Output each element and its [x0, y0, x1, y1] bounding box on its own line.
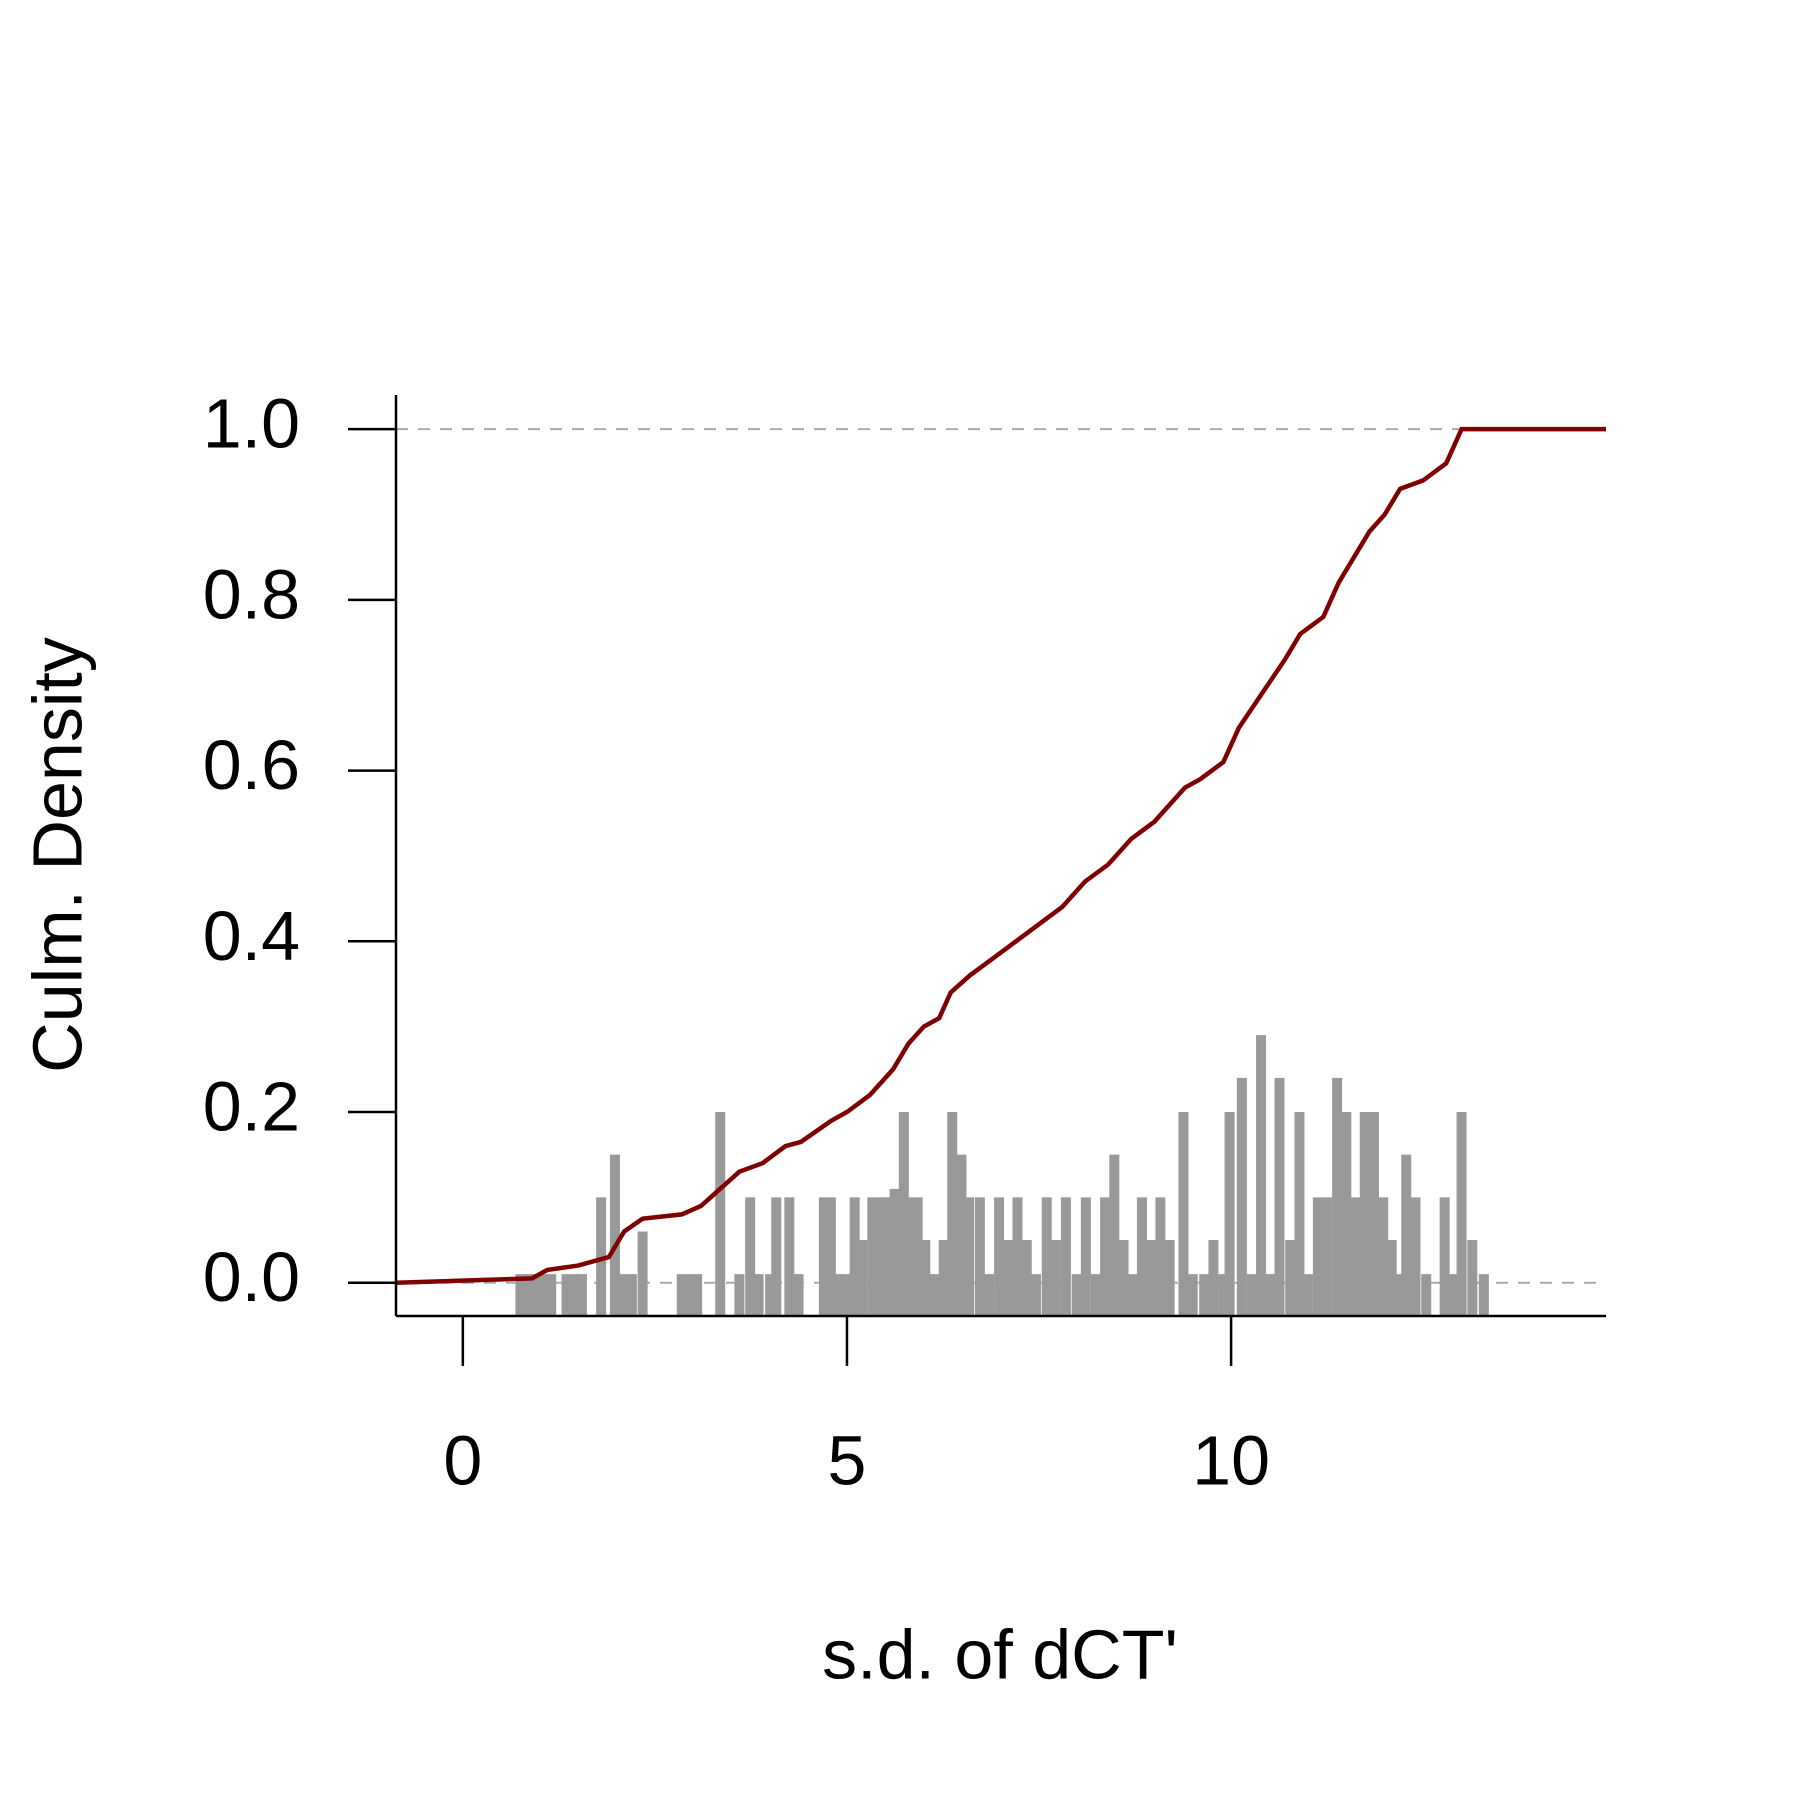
- y-axis-label: Culm. Density: [18, 637, 96, 1073]
- y-tick-label: 0.0: [203, 1238, 300, 1316]
- x-tick-label: 0: [443, 1421, 482, 1499]
- y-tick-label: 0.6: [203, 726, 300, 804]
- y-tick-label: 0.2: [203, 1067, 300, 1145]
- x-axis-label: s.d. of dCT': [822, 1615, 1178, 1693]
- y-tick-label: 1.0: [203, 385, 300, 463]
- x-tick-label: 10: [1192, 1421, 1270, 1499]
- y-tick-label: 0.4: [203, 897, 300, 975]
- ecdf-line: [395, 426, 1606, 1285]
- y-tick-label: 0.8: [203, 555, 300, 633]
- x-tick-label: 5: [827, 1421, 866, 1499]
